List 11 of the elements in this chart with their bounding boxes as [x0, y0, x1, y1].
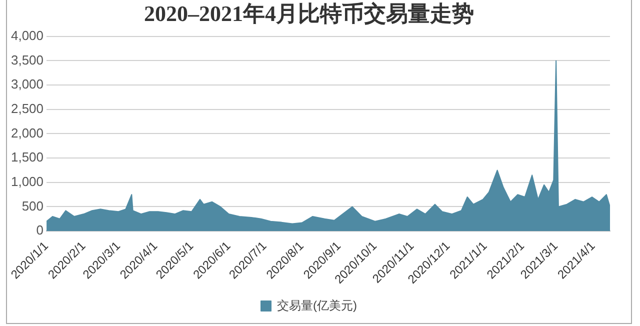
y-tick-label: 2,000: [10, 125, 44, 140]
y-tick-label: 1,000: [10, 174, 44, 189]
y-tick-label: 0: [36, 222, 44, 238]
y-tick-label: 4,000: [10, 28, 44, 43]
legend-label: 交易量(亿美元): [277, 298, 358, 312]
chart-title: 2020–2021年4月比特币交易量走势: [144, 0, 474, 26]
y-tick-label: 3,000: [10, 76, 44, 92]
y-tick-label: 500: [22, 198, 44, 214]
y-tick-label: 3,500: [10, 52, 44, 68]
y-tick-label: 2,500: [10, 100, 44, 116]
y-tick-label: 1,500: [10, 150, 44, 165]
